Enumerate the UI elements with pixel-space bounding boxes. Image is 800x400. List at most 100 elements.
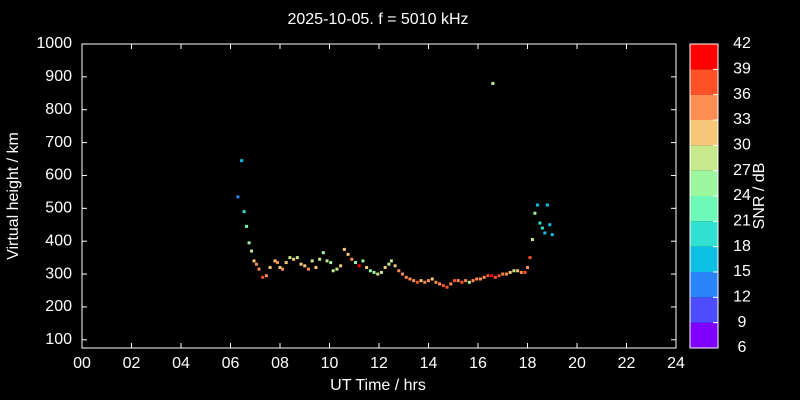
point — [257, 267, 261, 271]
point — [516, 269, 520, 273]
x-tick-label: 18 — [519, 355, 537, 372]
point — [321, 251, 325, 255]
y-tick-label: 800 — [45, 101, 72, 118]
point — [434, 280, 438, 284]
point — [261, 275, 265, 279]
point — [423, 280, 427, 284]
point — [482, 275, 486, 279]
y-tick-label: 400 — [45, 232, 72, 249]
point — [236, 195, 240, 199]
point — [543, 231, 547, 235]
point — [273, 259, 277, 263]
colorbar-band — [690, 170, 718, 196]
point — [342, 247, 346, 251]
point — [240, 159, 244, 163]
point — [427, 279, 430, 283]
x-tick-label: 20 — [568, 355, 586, 372]
point — [346, 252, 350, 256]
point — [264, 274, 268, 278]
point — [387, 262, 391, 266]
x-tick-label: 02 — [123, 355, 141, 372]
point — [550, 233, 554, 237]
point — [415, 280, 419, 284]
x-tick-label: 14 — [420, 355, 438, 372]
colorbar-tick-label: 30 — [733, 137, 751, 154]
x-tick-label: 22 — [618, 355, 636, 372]
colorbar-band — [690, 196, 718, 222]
colorbar-band — [690, 297, 718, 323]
point — [486, 274, 490, 278]
chart-title: 2025-10-05. f = 5010 kHz — [287, 11, 468, 28]
colorbar-tick-label: 24 — [733, 187, 751, 204]
point — [430, 277, 434, 281]
point — [404, 275, 408, 279]
x-tick-label: 08 — [271, 355, 289, 372]
point — [504, 272, 508, 276]
point — [252, 259, 256, 263]
x-tick-label: 04 — [172, 355, 190, 372]
point — [538, 221, 542, 225]
point — [353, 261, 357, 265]
point — [456, 279, 460, 283]
point — [383, 265, 387, 269]
point — [526, 265, 529, 269]
point — [528, 256, 532, 260]
x-tick-label: 16 — [469, 355, 487, 372]
point — [299, 262, 303, 266]
colorbar-tick-label: 12 — [733, 289, 751, 306]
y-tick-label: 100 — [45, 331, 72, 348]
point — [350, 257, 354, 261]
colorbar-tick-label: 36 — [733, 86, 751, 103]
colorbar-tick-label: 27 — [733, 162, 751, 179]
x-tick-label: 06 — [222, 355, 240, 372]
point — [339, 264, 343, 268]
point — [478, 277, 482, 281]
colorbar-band — [690, 272, 718, 298]
point — [475, 277, 479, 281]
point — [471, 279, 475, 283]
point — [519, 270, 523, 274]
point — [545, 203, 549, 207]
colorbar-band — [690, 322, 718, 348]
colorbar-band — [690, 94, 718, 120]
point — [361, 259, 365, 263]
point — [508, 270, 512, 274]
point — [284, 261, 288, 265]
point — [247, 241, 251, 245]
point — [523, 270, 527, 274]
point — [501, 272, 505, 276]
y-axis-label: Virtual height / km — [5, 132, 22, 260]
y-tick-label: 900 — [45, 68, 72, 85]
plot-frame — [81, 43, 677, 349]
point — [250, 249, 254, 253]
point — [530, 238, 534, 242]
point — [357, 264, 361, 268]
y-tick-label: 500 — [45, 200, 72, 217]
point — [325, 259, 329, 263]
colorbar-tick-label: 21 — [733, 213, 751, 230]
point — [242, 210, 246, 214]
colorbar-band — [690, 120, 718, 146]
point — [548, 223, 552, 227]
point — [276, 261, 280, 265]
point — [438, 282, 442, 286]
y-tick-label: 300 — [45, 265, 72, 282]
point — [445, 285, 449, 289]
point — [376, 272, 380, 276]
point — [310, 259, 314, 263]
colorbar-tick-label: 15 — [733, 263, 751, 280]
point — [268, 265, 272, 269]
point — [452, 279, 456, 283]
point — [254, 262, 258, 266]
point — [393, 264, 397, 268]
point — [389, 259, 393, 263]
colorbar-tick-label: 33 — [733, 111, 751, 128]
point — [497, 274, 501, 278]
point — [535, 203, 539, 207]
point — [460, 280, 464, 284]
point — [512, 269, 516, 273]
point — [379, 270, 383, 274]
point — [335, 267, 339, 271]
point — [306, 267, 310, 271]
